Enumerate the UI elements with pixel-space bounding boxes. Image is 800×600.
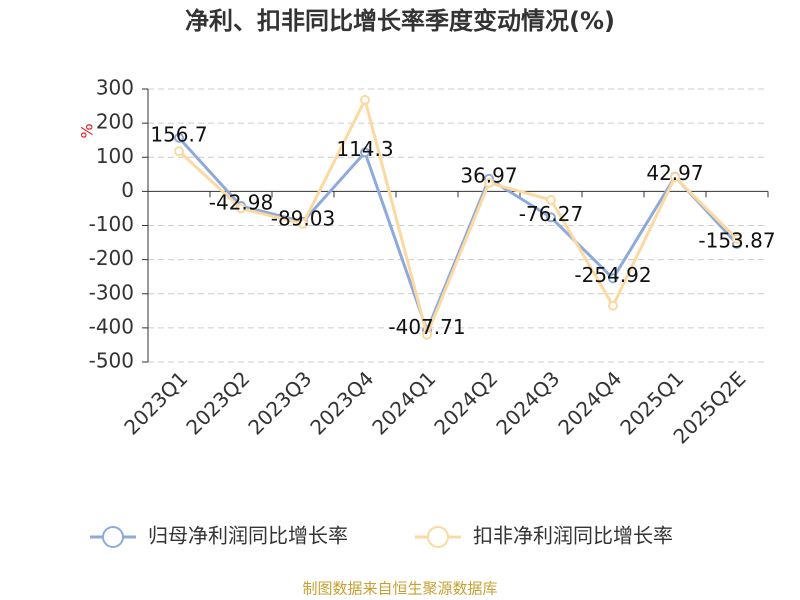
data-label: 156.7 (150, 122, 207, 146)
point (360, 147, 370, 158)
data-label: -153.87 (698, 228, 775, 252)
series-line (177, 136, 739, 335)
data-label: 42.97 (646, 161, 703, 185)
data-label: -407.71 (388, 315, 465, 339)
chart-title: 净利、扣非同比增长率季度变动情况(%) (185, 7, 615, 35)
point (174, 146, 184, 157)
x-tick-label: 2023Q4 (305, 366, 378, 439)
y-axis-label: % (78, 123, 97, 138)
x-tick-label: 2023Q3 (243, 366, 316, 439)
y-tick-label: -300 (89, 280, 134, 304)
x-tick-label: 2024Q2 (429, 366, 502, 439)
data-label: 36.97 (460, 163, 517, 187)
series-line (177, 95, 739, 340)
legend-label: 归母净利润同比增长率 (148, 524, 348, 548)
legend-marker (102, 526, 124, 548)
x-tick-label: 2024Q1 (367, 366, 440, 439)
data-label: -254.92 (574, 263, 651, 287)
y-tick-label: 300 (96, 76, 134, 100)
point (670, 172, 680, 183)
point (546, 194, 556, 205)
data-label: -42.98 (209, 191, 273, 215)
x-tick-label: 2024Q4 (553, 366, 626, 439)
point (484, 177, 494, 188)
y-tick-label: 100 (96, 144, 134, 168)
y-tick-label: 200 (96, 110, 134, 134)
data-label: -89.03 (271, 206, 335, 230)
data-label: -76.27 (519, 202, 583, 226)
data-label: 114.3 (336, 137, 393, 161)
y-tick-label: 0 (121, 178, 134, 202)
x-tick-label: 2023Q2 (181, 366, 254, 439)
point (174, 132, 184, 143)
y-tick-label: -200 (89, 246, 134, 270)
point (298, 218, 308, 229)
legend-marker (427, 526, 449, 548)
point (608, 300, 618, 311)
source-note: 制图数据来自恒生聚源数据库 (302, 580, 497, 598)
point (236, 203, 246, 214)
y-tick-label: -100 (89, 212, 134, 236)
y-tick-label: -400 (89, 314, 134, 338)
legend-label: 扣非净利润同比增长率 (473, 524, 673, 548)
point (422, 329, 432, 340)
x-tick-label: 2023Q1 (119, 366, 192, 439)
point (360, 94, 370, 105)
point (546, 212, 556, 223)
y-tick-label: -500 (89, 349, 134, 373)
point (732, 234, 742, 245)
x-tick-label: 2024Q3 (491, 366, 564, 439)
point (608, 273, 618, 284)
